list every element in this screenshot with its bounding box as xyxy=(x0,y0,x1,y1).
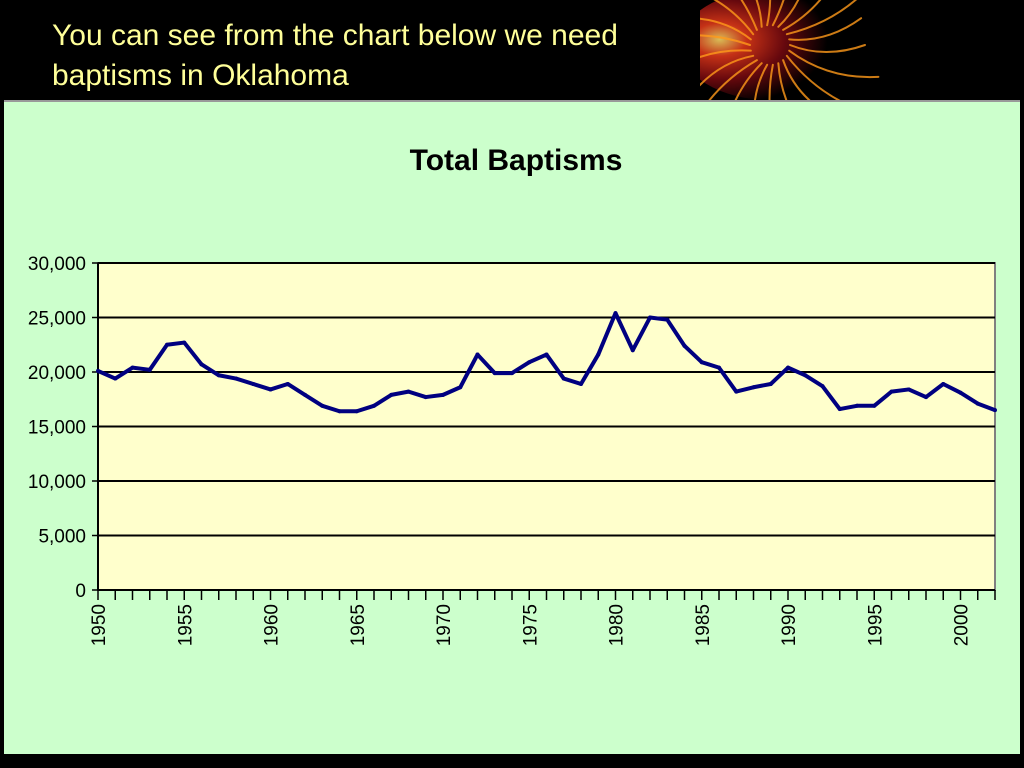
data-point xyxy=(561,376,566,381)
data-point xyxy=(268,387,273,392)
data-point xyxy=(216,373,221,378)
data-point xyxy=(941,381,946,386)
data-point xyxy=(855,403,859,408)
x-tick-label: 1960 xyxy=(262,604,283,646)
firework-ray xyxy=(700,54,755,87)
data-point xyxy=(251,381,256,386)
data-point xyxy=(837,407,842,412)
data-point xyxy=(492,371,497,376)
data-point xyxy=(441,392,445,397)
data-point xyxy=(786,365,790,370)
y-tick-label: 30,000 xyxy=(28,254,86,275)
firework-ray xyxy=(777,0,800,28)
data-point xyxy=(234,376,238,381)
data-point xyxy=(406,389,411,394)
y-tick-label: 15,000 xyxy=(28,418,86,439)
firework-ray xyxy=(788,17,863,41)
data-point xyxy=(596,352,601,357)
data-point xyxy=(906,387,911,392)
firework-ray xyxy=(785,54,841,100)
data-point xyxy=(613,311,618,316)
x-tick-label: 1980 xyxy=(607,604,628,646)
firework-ray xyxy=(777,62,788,100)
x-tick-label: 1950 xyxy=(89,604,110,646)
data-point xyxy=(872,403,877,408)
firework-ray xyxy=(700,49,752,59)
data-point xyxy=(96,368,100,373)
firework-ray xyxy=(785,0,857,36)
x-tick-label: 1965 xyxy=(348,604,369,646)
data-point xyxy=(320,403,325,408)
firework-ray xyxy=(766,0,772,27)
data-point xyxy=(354,409,359,414)
data-point xyxy=(820,384,825,389)
data-point xyxy=(527,360,532,365)
data-point xyxy=(958,390,963,395)
data-point xyxy=(665,317,670,322)
data-point xyxy=(147,367,152,372)
x-tick-label: 1975 xyxy=(520,604,541,646)
firework-ray xyxy=(768,63,774,100)
firework-ray xyxy=(755,0,763,28)
data-point xyxy=(165,342,169,347)
x-tick-label: 1955 xyxy=(175,604,196,646)
y-tick-label: 10,000 xyxy=(28,472,86,493)
data-point xyxy=(889,389,894,394)
data-point xyxy=(182,340,187,345)
fireworks-decoration xyxy=(700,0,1024,100)
baptisms-chart: Total Baptisms 0 5,000 10,000 15,000 20,000 2… xyxy=(28,144,997,646)
data-point xyxy=(682,343,687,348)
firework-ray xyxy=(700,17,752,41)
firework-ray xyxy=(708,59,758,100)
data-point xyxy=(717,365,721,370)
data-point xyxy=(975,401,980,406)
y-tick-label: 20,000 xyxy=(28,363,86,384)
firework-ray xyxy=(789,44,866,53)
data-point xyxy=(285,381,290,386)
firework-ray xyxy=(740,0,758,31)
firework-ray xyxy=(782,59,811,100)
data-point xyxy=(389,392,394,397)
y-tick-label: 25,000 xyxy=(28,309,86,330)
data-point xyxy=(993,408,997,413)
data-point xyxy=(303,392,307,397)
data-point xyxy=(423,395,428,400)
data-point xyxy=(458,385,463,390)
data-point xyxy=(372,403,376,408)
slide-title: You can see from the chart below we need… xyxy=(52,19,618,92)
firework-ray xyxy=(771,0,785,27)
x-tick-label: 1990 xyxy=(779,604,800,646)
x-tick-label: 2000 xyxy=(952,604,973,646)
firework-ray xyxy=(713,0,755,36)
x-tick-label: 1970 xyxy=(434,604,455,646)
firework-ray xyxy=(700,34,751,46)
data-point xyxy=(768,381,773,386)
data-point xyxy=(924,395,928,400)
data-point xyxy=(113,376,118,381)
data-point xyxy=(337,409,342,414)
y-tick-label: 5,000 xyxy=(38,527,86,548)
data-point xyxy=(510,371,514,376)
data-point xyxy=(475,352,480,357)
data-point xyxy=(803,373,808,378)
data-point xyxy=(734,389,739,394)
data-point xyxy=(699,360,704,365)
data-point xyxy=(751,385,756,390)
chart-title: Total Baptisms xyxy=(410,144,623,177)
y-tick-label: 0 xyxy=(75,581,86,602)
firework-ray xyxy=(782,0,822,31)
data-point xyxy=(130,365,135,370)
firework-ray xyxy=(734,62,763,100)
firework-ray xyxy=(788,49,880,79)
data-point xyxy=(199,362,204,367)
chart-panel: Total Baptisms 0 5,000 10,000 15,000 20,000 2… xyxy=(4,100,1020,754)
data-point xyxy=(544,352,549,357)
firework-ray xyxy=(754,63,769,100)
x-tick-label: 1995 xyxy=(865,604,886,646)
data-point xyxy=(579,381,583,386)
x-tick-label: 1985 xyxy=(693,604,714,646)
data-point xyxy=(630,348,635,353)
data-point xyxy=(648,315,652,320)
